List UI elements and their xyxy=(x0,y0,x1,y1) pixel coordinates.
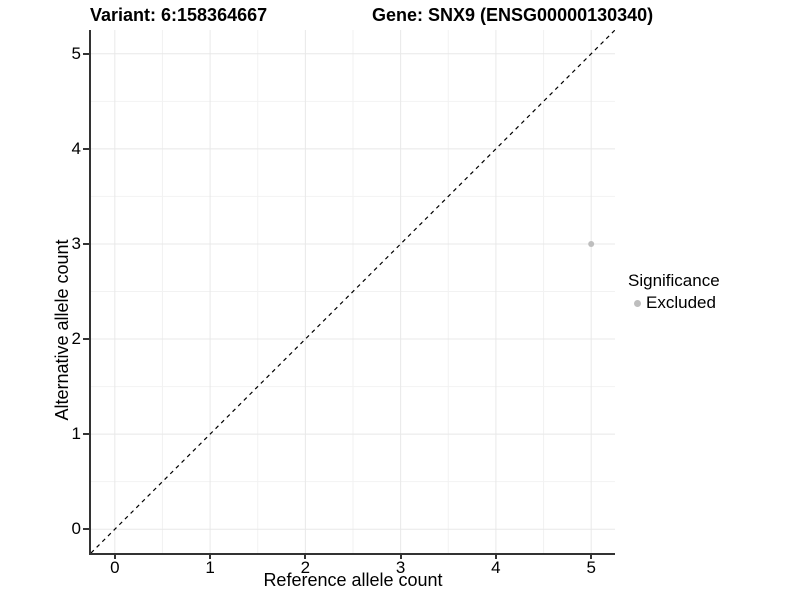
y-tick-mark xyxy=(83,433,89,436)
x-tick-mark xyxy=(494,553,497,559)
identity-line xyxy=(91,30,615,553)
x-tick-label: 3 xyxy=(395,558,406,577)
data-point-excluded xyxy=(588,240,595,247)
plot-panel xyxy=(89,30,615,555)
x-tick-label: 5 xyxy=(586,558,596,577)
x-tick-mark xyxy=(209,553,212,559)
y-tick-label: 2 xyxy=(71,329,81,349)
plot-title-variant: Variant: 6:158364667 xyxy=(90,5,268,25)
y-tick-mark xyxy=(83,52,89,55)
legend: Significance Excluded xyxy=(628,271,720,313)
x-tick-mark xyxy=(113,553,116,559)
y-tick-label: 3 xyxy=(71,233,81,253)
y-tick-label: 1 xyxy=(71,424,81,444)
legend-title: Significance xyxy=(628,271,720,290)
y-tick-mark xyxy=(83,528,89,531)
x-tick-mark xyxy=(399,553,402,559)
x-tick-label: 1 xyxy=(205,558,215,577)
x-tick-label: 4 xyxy=(491,558,501,577)
y-tick-label: 4 xyxy=(71,138,81,158)
x-axis-title: Reference allele count xyxy=(263,570,443,590)
plot-area xyxy=(91,30,615,553)
x-tick-mark xyxy=(304,553,307,559)
y-axis-title: Alternative allele count xyxy=(52,239,72,421)
x-tick-label: 0 xyxy=(110,558,120,577)
y-tick-mark xyxy=(83,338,89,341)
y-tick-mark xyxy=(83,147,89,150)
y-tick-label: 0 xyxy=(71,519,81,539)
legend-entry-excluded: Excluded xyxy=(628,293,720,313)
y-tick-mark xyxy=(83,242,89,245)
x-tick-mark xyxy=(590,553,593,559)
legend-point-icon xyxy=(634,299,641,307)
y-tick-label: 5 xyxy=(71,43,81,63)
x-tick-label: 2 xyxy=(300,558,311,577)
legend-entry-label: Excluded xyxy=(646,293,716,312)
plot-title-gene: Gene: SNX9 (ENSG00000130340) xyxy=(372,5,654,25)
